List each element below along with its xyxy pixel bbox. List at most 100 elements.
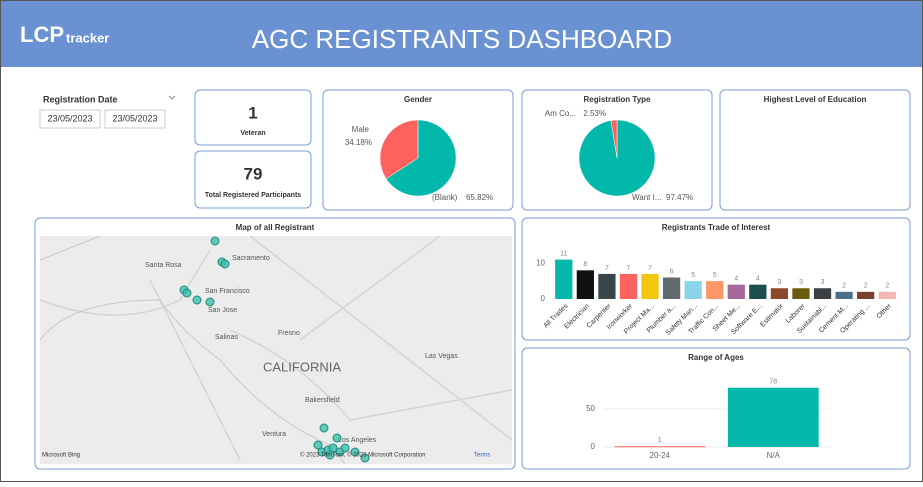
data-label: 5 (713, 272, 717, 279)
data-label: 4 (756, 276, 760, 283)
data-label: 78 (769, 379, 777, 386)
x-tick-label: 20-24 (650, 451, 671, 460)
pie-slice (379, 119, 419, 180)
panel-title: Highest Level of Education (764, 95, 867, 104)
data-label: 2 (885, 283, 889, 290)
map-label: Fresno (278, 330, 300, 337)
bar (727, 387, 819, 447)
map-copyright: © 2023 TomTom, © 2023 Microsoft Corporat… (300, 452, 425, 459)
map-label: Las Vegas (425, 353, 458, 360)
map-coast (39, 235, 346, 465)
card-value: 1 (248, 103, 257, 122)
data-label: 2 (864, 283, 868, 290)
map-attribution: Microsoft Bing (42, 453, 80, 459)
registrant-dot[interactable] (210, 236, 220, 246)
registrant-dot[interactable] (325, 450, 335, 460)
map-label: Santa Rosa (145, 262, 182, 269)
map-label: San Jose (208, 307, 237, 314)
filter-label: Registration Date (43, 94, 118, 104)
data-label: 3 (799, 279, 803, 286)
card-panel (194, 89, 312, 146)
bar (598, 273, 616, 299)
data-label: 7 (605, 265, 609, 272)
card-label: Veteran (240, 130, 265, 137)
data-label: 5 (691, 272, 695, 279)
data-label: 6 (670, 268, 674, 275)
registrant-dot[interactable] (220, 259, 230, 269)
bar (878, 291, 896, 299)
registrant-dot[interactable] (182, 288, 192, 298)
registrant-dot[interactable] (360, 453, 370, 463)
bar (835, 291, 853, 299)
x-tick-label: N/A (767, 451, 781, 460)
pie-slice (385, 119, 457, 197)
registrant-dot[interactable] (332, 433, 342, 443)
panel-title: Map of all Registrant (236, 223, 315, 232)
card-value: 79 (244, 164, 263, 183)
bar (706, 281, 724, 299)
data-label: 4 (734, 276, 738, 283)
map-label: Bakersfield (305, 397, 340, 404)
pie-slice (610, 119, 618, 159)
slice-label: Want I... (632, 193, 662, 202)
map-area[interactable] (40, 236, 512, 464)
panel-title: Gender (404, 95, 432, 104)
registrant-dot[interactable] (205, 297, 215, 307)
chart-panel (521, 217, 911, 341)
bar (662, 277, 681, 299)
date-start[interactable]: 23/05/2023 (47, 113, 92, 123)
registrant-dot[interactable] (340, 443, 350, 453)
registrant-dot[interactable] (192, 295, 202, 305)
card-label: Total Registered Participants (205, 192, 301, 199)
data-label: 7 (627, 265, 631, 272)
bar (641, 273, 659, 299)
panel-title: Registrants Trade of Interest (662, 223, 771, 232)
data-label: 2 (842, 283, 846, 290)
map-terms[interactable]: Terms (474, 453, 490, 459)
bar (555, 259, 573, 299)
bar (727, 284, 745, 299)
data-label: 1 (658, 437, 662, 444)
bar (749, 284, 767, 299)
bar (792, 288, 810, 299)
map-label: San Francisco (205, 288, 250, 295)
bar (614, 446, 706, 448)
header-bar (1, 1, 922, 67)
y-tick-label: 0 (591, 442, 596, 451)
bar (770, 288, 789, 299)
slice-label: Male (352, 125, 370, 134)
y-tick-label: 50 (586, 404, 595, 413)
map-label: Salinas (215, 334, 238, 341)
data-label: 11 (560, 250, 567, 257)
panel-title: Registration Type (584, 95, 652, 104)
data-label: 7 (648, 265, 652, 272)
bar (619, 273, 638, 299)
slice-value: 65.82% (466, 193, 493, 202)
panel-title: Range of Ages (688, 353, 744, 362)
registrant-dot[interactable] (313, 440, 323, 450)
date-start-box[interactable] (39, 109, 101, 129)
map-label: CALIFORNIA (263, 359, 341, 374)
map-label: Ventura (262, 431, 286, 438)
data-label: 3 (821, 279, 825, 286)
slice-value: 97.47% (666, 193, 693, 202)
card-panel (194, 150, 312, 209)
map-label: Sacramento (232, 255, 270, 262)
page-title: AGC REGISTRANTS DASHBOARD (252, 24, 672, 54)
y-tick-label: 0 (541, 294, 546, 303)
date-end[interactable]: 23/05/2023 (112, 113, 157, 123)
dropdown-icon[interactable] (168, 95, 176, 100)
slice-label: (Blank) (432, 193, 458, 202)
map-roads (39, 235, 513, 461)
date-end-box[interactable] (104, 109, 166, 129)
slice-value: 34.18% (345, 138, 372, 147)
bar (576, 270, 594, 299)
logo-sub: tracker (66, 30, 109, 45)
y-tick-label: 10 (536, 258, 545, 267)
bar (813, 288, 832, 299)
bar (684, 281, 702, 299)
registrant-dot[interactable] (350, 447, 360, 457)
registrant-dot[interactable] (319, 423, 329, 433)
